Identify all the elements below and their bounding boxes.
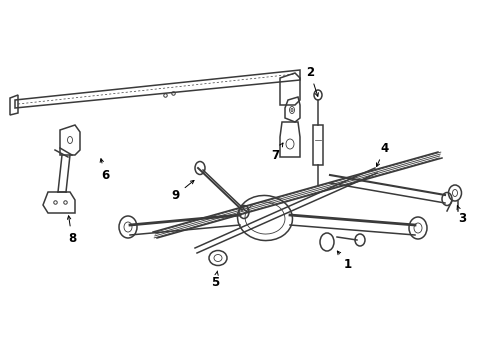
- Text: 1: 1: [337, 251, 351, 271]
- Text: 6: 6: [100, 159, 109, 181]
- Text: 5: 5: [210, 271, 219, 289]
- Text: 4: 4: [376, 141, 388, 166]
- Text: 8: 8: [67, 216, 76, 244]
- Text: 3: 3: [456, 206, 465, 225]
- Text: 2: 2: [305, 66, 318, 96]
- Text: 9: 9: [171, 180, 194, 202]
- Text: 7: 7: [270, 143, 283, 162]
